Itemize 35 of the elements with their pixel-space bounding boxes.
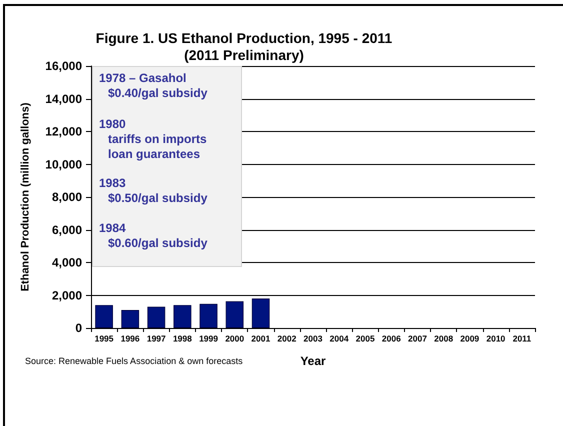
x-tick-label: 1997 xyxy=(146,334,166,344)
y-tick-label: 4,000 xyxy=(52,256,82,270)
y-tick-label: 14,000 xyxy=(45,92,82,106)
y-axis-title: Ethanol Production (million gallons) xyxy=(20,102,32,292)
y-tick-label: 8,000 xyxy=(52,190,82,204)
annotation: 1980 tariffs on imports loan guarantees xyxy=(99,117,207,162)
x-tick-label: 1995 xyxy=(94,334,114,344)
x-tick-label: 1999 xyxy=(199,334,218,344)
annotation: 1978 – Gasahol $0.40/gal subsidy xyxy=(99,71,208,101)
chart-subtitle: (2011 Preliminary) xyxy=(184,47,304,63)
x-tick-label: 2010 xyxy=(486,334,506,344)
y-tick-label: 12,000 xyxy=(45,124,82,138)
x-tick-label: 2001 xyxy=(251,334,270,344)
source-note: Source: Renewable Fuels Association & own forecasts xyxy=(25,355,243,367)
x-tick-label: 2005 xyxy=(356,334,375,344)
y-tick-label: 16,000 xyxy=(45,59,82,73)
x-tick-label: 1996 xyxy=(120,334,140,344)
x-tick-label: 2000 xyxy=(225,334,244,344)
x-tick-label: 2004 xyxy=(330,334,349,344)
x-tick-label: 1998 xyxy=(172,334,192,344)
x-tick-label: 2008 xyxy=(434,334,454,344)
annotation: 1983 $0.50/gal subsidy xyxy=(99,176,208,206)
chart-title: Figure 1. US Ethanol Production, 1995 - 2011 xyxy=(94,30,394,46)
y-tick-label: 10,000 xyxy=(45,157,82,172)
y-tick-label: 6,000 xyxy=(52,222,82,237)
x-tick-label: 2007 xyxy=(408,334,428,344)
annotation: 1984 $0.60/gal subsidy xyxy=(99,221,208,251)
x-tick-label: 2011 xyxy=(512,334,532,344)
x-axis-title: Year xyxy=(300,354,326,368)
x-tick-label: 2006 xyxy=(382,334,402,344)
y-tick-label: 2,000 xyxy=(52,288,82,302)
x-tick-label: 2003 xyxy=(304,334,323,344)
x-tick-label: 2009 xyxy=(460,334,480,344)
y-tick-label: 0 xyxy=(75,321,82,335)
x-tick-label: 2002 xyxy=(277,334,297,344)
